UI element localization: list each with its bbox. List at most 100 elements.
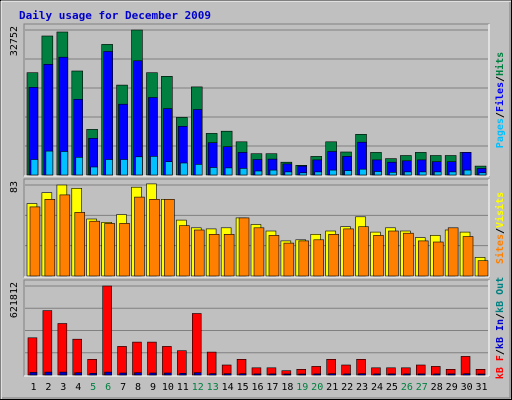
bar-pages-day-27 [418, 171, 427, 176]
x-tick-label: 26 [401, 382, 413, 393]
x-tick-label: 24 [371, 382, 383, 393]
bar-sites-day-1 [29, 206, 41, 277]
x-tick-label: 22 [341, 382, 353, 393]
bar-pages-day-15 [239, 168, 248, 176]
bar-kb-in-day-21 [328, 373, 336, 376]
bar-pages-day-5 [90, 166, 98, 176]
x-tick-label: 31 [475, 382, 487, 393]
bar-pages-day-28 [433, 171, 442, 176]
bar-sites-day-20 [313, 239, 324, 277]
bar-pages-day-26 [404, 171, 412, 176]
x-tick-label: 3 [60, 382, 66, 393]
bar-kb-in-day-23 [358, 373, 366, 376]
bar-kb-in-day-9 [149, 372, 157, 376]
bar-kb-f-day-2 [42, 310, 53, 376]
bar-sites-day-13 [208, 234, 220, 277]
bar-pages-day-29 [448, 171, 457, 176]
legend-visits_sites: Sites/Visits [494, 192, 506, 264]
legend-kbytes: kB F/kB In/kB Out [495, 277, 506, 379]
bar-kb-in-day-6 [104, 371, 112, 376]
bar-pages-day-1 [30, 159, 39, 176]
x-tick-label: 30 [461, 382, 473, 393]
bar-pages-day-23 [359, 168, 367, 176]
bar-pages-day-9 [150, 156, 158, 176]
x-tick-label: 1 [30, 382, 36, 393]
x-tick-label: 28 [431, 382, 443, 393]
x-tick-label: 27 [416, 382, 428, 393]
bar-kb-f-day-30 [460, 356, 471, 376]
panel-frames [23, 23, 490, 377]
bar-pages-day-12 [195, 164, 203, 176]
x-tick-label: 21 [326, 382, 338, 393]
bar-kb-in-day-15 [238, 373, 247, 376]
bar-kb-f-day-1 [27, 337, 38, 376]
bar-kb-in-day-30 [462, 373, 471, 376]
bar-sites-day-12 [194, 229, 205, 277]
bar-pages-day-16 [254, 170, 263, 176]
bar-kb-f-day-3 [57, 323, 68, 376]
bar-pages-day-31 [478, 172, 487, 176]
bar-sites-day-16 [253, 227, 265, 277]
x-tick-label: 9 [150, 382, 156, 393]
labels-layer: 32752Pages/Files/Hits83Sites/Visits62181… [9, 26, 506, 393]
x-tick-label: 23 [356, 382, 368, 393]
bar-kb-in-day-12 [194, 372, 202, 376]
bar-kb-in-day-22 [343, 373, 351, 376]
x-tick-label: 10 [162, 382, 174, 393]
bar-kb-f-day-7 [117, 346, 127, 376]
x-tick-label: 14 [222, 382, 234, 393]
bar-sites-day-27 [417, 240, 429, 277]
x-tick-label: 4 [75, 382, 81, 393]
chart-title: Daily usage for December 2009 [19, 9, 211, 22]
bar-kb-f-day-22 [341, 364, 351, 376]
bar-sites-day-26 [403, 232, 414, 277]
bar-sites-day-5 [89, 220, 100, 277]
x-tick-label: 19 [296, 382, 308, 393]
bar-pages-day-24 [374, 171, 382, 176]
bar-sites-day-7 [119, 223, 130, 277]
bar-pages-day-4 [75, 157, 84, 176]
bar-kb-in-day-25 [388, 373, 396, 376]
bar-kb-in-day-1 [29, 372, 38, 376]
bar-kb-f-day-23 [356, 358, 366, 376]
legend-entry: Hits [494, 52, 506, 76]
bar-kb-in-day-8 [134, 372, 142, 376]
bar-sites-day-30 [462, 236, 474, 277]
x-tick-label: 5 [90, 382, 96, 393]
x-tick-label: 25 [386, 382, 398, 393]
bar-pages-day-2 [45, 150, 54, 176]
bar-sites-day-18 [283, 242, 295, 277]
bar-sites-day-9 [149, 199, 160, 277]
bar-kb-in-day-31 [477, 373, 486, 376]
bar-sites-day-31 [477, 260, 489, 277]
bar-kb-in-day-20 [313, 373, 321, 376]
bar-kb-f-day-11 [177, 350, 187, 376]
bar-sites-day-23 [358, 226, 369, 277]
bar-sites-day-14 [223, 234, 235, 277]
bar-kb-in-day-17 [268, 373, 277, 376]
legend-entry: / [495, 112, 506, 118]
bar-kb-f-day-9 [147, 341, 157, 376]
bar-pages-day-19 [299, 172, 307, 176]
legend-entry: / [495, 228, 506, 234]
x-tick-label: 13 [207, 382, 219, 393]
bar-sites-day-17 [268, 235, 280, 277]
ymax-label-kbytes: 621812 [9, 282, 20, 318]
bar-pages-day-18 [284, 171, 293, 176]
bar-kb-f-day-8 [132, 341, 142, 376]
bar-sites-day-25 [388, 230, 399, 277]
x-tick-label: 11 [177, 382, 189, 393]
bar-kb-f-day-12 [192, 313, 202, 376]
legend-entry: / [495, 76, 506, 82]
x-tick-label: 18 [281, 382, 293, 393]
x-tick-label: 16 [251, 382, 263, 393]
legend-entry: Sites [494, 234, 506, 264]
ymax-label-hits_files_pages: 32752 [9, 26, 20, 56]
bar-kb-f-day-10 [162, 346, 172, 376]
bar-pages-day-14 [224, 167, 233, 176]
ymax-label-visits_sites: 83 [9, 181, 20, 193]
bar-kb-in-day-7 [119, 372, 127, 376]
legend-entry: kB In [495, 319, 506, 349]
bar-pages-day-3 [60, 151, 69, 176]
